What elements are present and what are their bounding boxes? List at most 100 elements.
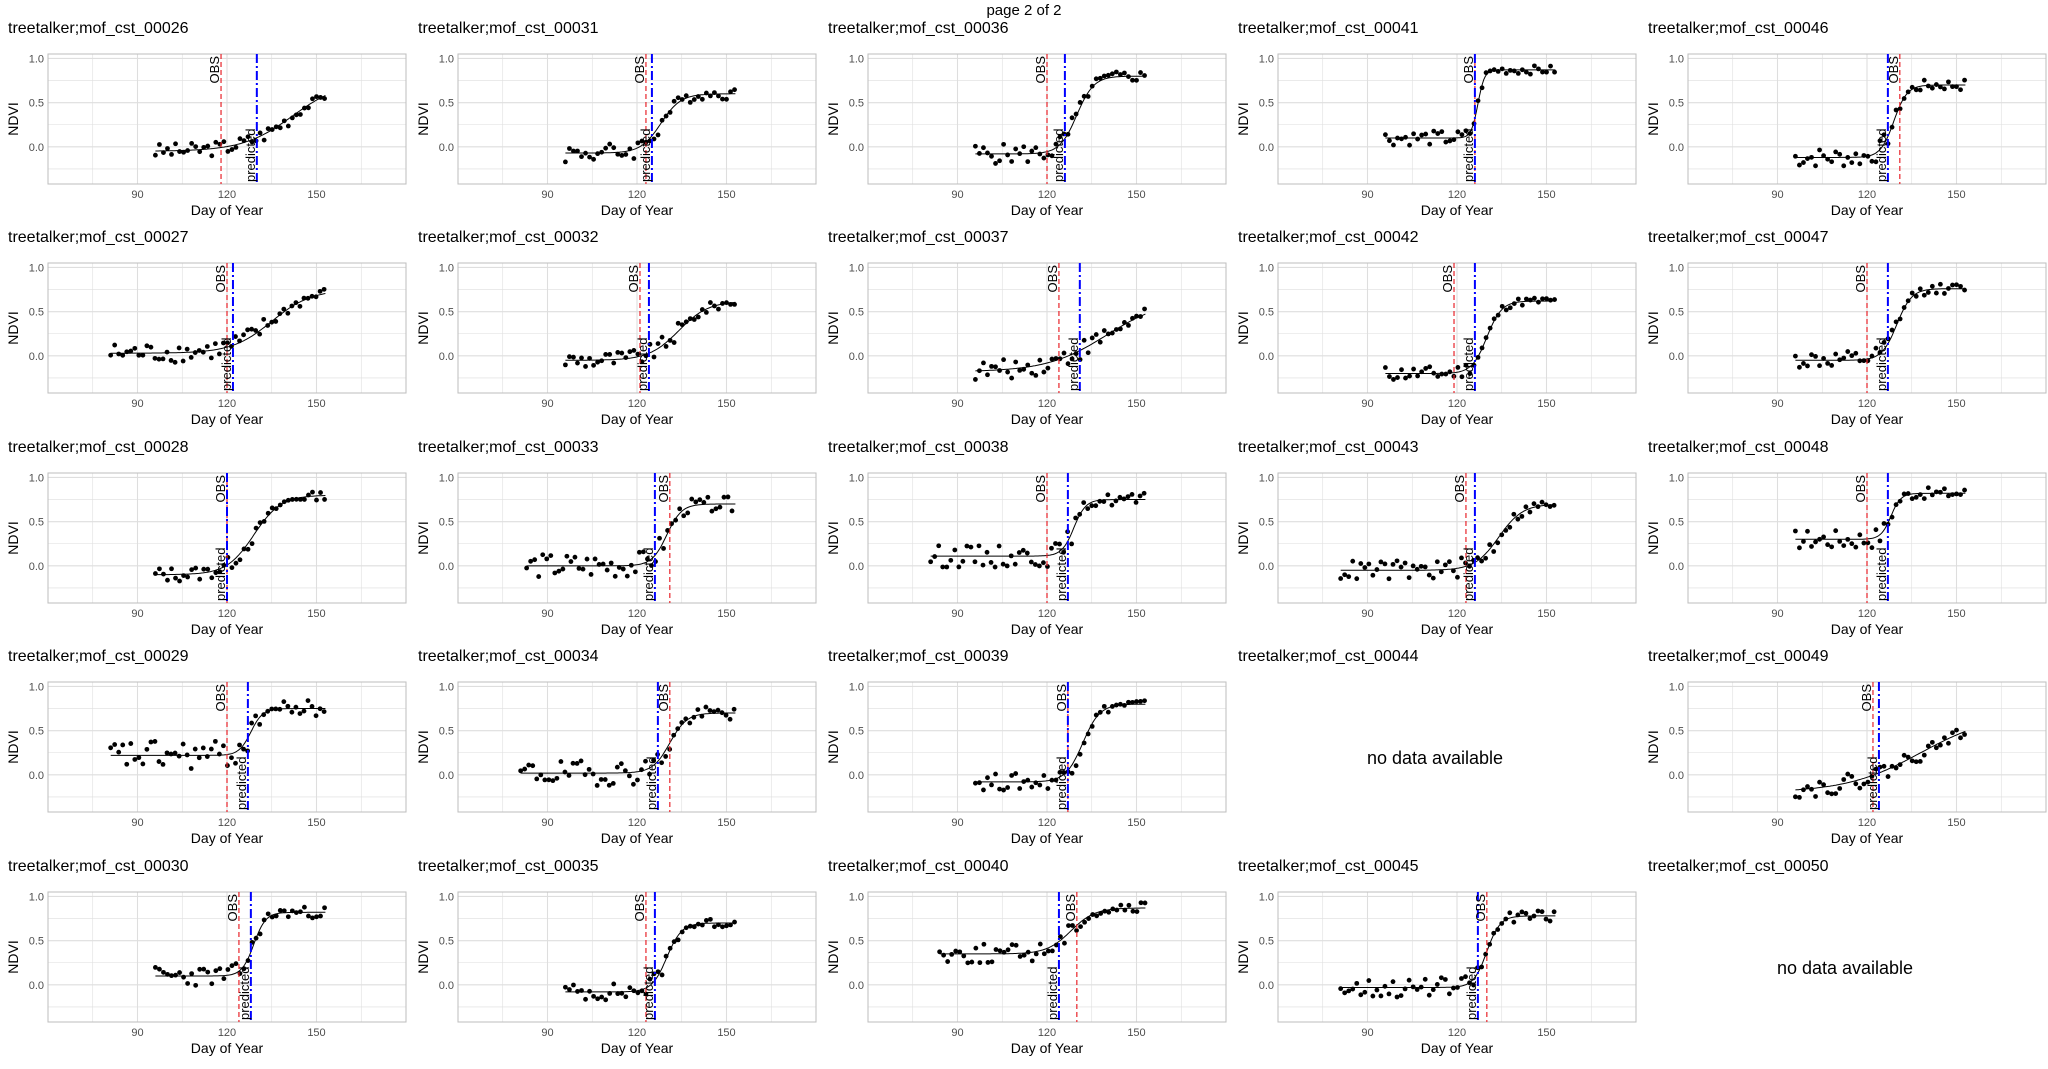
data-point: [297, 303, 303, 309]
chart-panel: treetalker;mof_cst_00028 90 120 150 0.0 0.5 1.…: [0, 439, 410, 649]
data-point: [1849, 774, 1855, 779]
data-point: [1446, 991, 1452, 997]
data-point: [1134, 909, 1140, 915]
y-tick-label: 0.5: [849, 98, 864, 110]
data-point: [1434, 559, 1440, 565]
data-point: [1861, 540, 1867, 546]
data-point: [635, 351, 641, 357]
y-tick-label: 0.5: [1669, 307, 1684, 319]
y-tick-label: 0.0: [1669, 142, 1684, 154]
y-tick-label: 0.5: [29, 98, 44, 110]
y-tick-label: 1.0: [1259, 53, 1274, 65]
data-point: [1342, 572, 1348, 578]
data-point: [1837, 786, 1843, 791]
data-point: [524, 565, 530, 571]
fit-curve: [975, 703, 1146, 783]
y-tick-label: 0.0: [439, 770, 454, 782]
data-point: [689, 496, 695, 502]
data-point: [1885, 774, 1891, 779]
y-tick-label: 1.0: [849, 681, 864, 693]
data-point: [575, 148, 580, 154]
data-point: [980, 562, 986, 568]
data-point: [526, 762, 532, 768]
data-point: [651, 757, 656, 763]
predicted-label: predicted: [243, 129, 258, 182]
data-point: [1853, 350, 1859, 356]
data-point: [1117, 72, 1123, 77]
data-point: [1942, 291, 1947, 296]
data-point: [1455, 129, 1461, 135]
data-point: [1387, 374, 1392, 379]
x-tick-label: 120: [1858, 608, 1876, 620]
data-point: [1093, 503, 1099, 509]
y-axis-label: NDVI: [1645, 102, 1661, 135]
data-point: [181, 149, 186, 155]
data-point: [161, 150, 166, 156]
x-axis-label: Day of Year: [1831, 202, 1904, 218]
data-point: [136, 352, 142, 358]
data-point: [566, 773, 572, 778]
y-tick-label: 0.5: [849, 936, 864, 948]
data-point: [1825, 542, 1831, 548]
data-point: [707, 916, 713, 922]
fit-curve: [520, 712, 736, 774]
data-point: [257, 931, 263, 937]
data-point: [1857, 161, 1863, 167]
data-point: [1338, 576, 1344, 581]
data-point: [322, 96, 327, 101]
predicted-label: predicted: [1051, 129, 1066, 182]
ndvi-plot: 90 120 150 0.0 0.5 1.0 Day of Year NDVI OBS predi…: [1645, 53, 2047, 218]
data-point: [626, 773, 632, 779]
data-point: [568, 559, 574, 564]
data-point: [1946, 79, 1951, 85]
chart-panel: treetalker;mof_cst_00050 no data availabl…: [1640, 858, 2048, 1068]
ndvi-plot: 90 120 150 0.0 0.5 1.0 Day of Year NDVI OBS predi…: [825, 262, 1227, 427]
data-point: [310, 96, 315, 102]
data-point: [1394, 558, 1400, 564]
plot-border: [1277, 472, 1637, 604]
data-point: [1005, 785, 1011, 790]
chart-title: treetalker;mof_cst_00044: [1238, 648, 1419, 665]
data-point: [140, 352, 146, 358]
data-point: [1857, 785, 1863, 791]
data-point: [985, 960, 991, 965]
data-point: [172, 750, 178, 756]
data-point: [1061, 549, 1066, 555]
data-point: [578, 758, 584, 764]
data-point: [180, 741, 186, 747]
chart-title: treetalker;mof_cst_00032: [418, 229, 599, 246]
data-point: [1101, 73, 1107, 79]
data-point: [1901, 752, 1907, 758]
x-tick-label: 120: [1038, 1027, 1056, 1039]
ndvi-plot: 90 120 150 0.0 0.5 1.0 Day of Year NDVI OBS predi…: [5, 53, 407, 218]
y-tick-label: 0.0: [1669, 770, 1684, 782]
data-point: [1443, 139, 1449, 145]
obs-label: OBS: [656, 475, 671, 503]
data-point: [184, 346, 190, 352]
data-point: [1917, 286, 1923, 292]
data-point: [185, 981, 191, 986]
chart-panel: treetalker;mof_cst_00040 90 120 150 0.0 0.5 1.…: [820, 858, 1230, 1068]
data-point: [1921, 496, 1927, 502]
y-axis-label: NDVI: [1645, 521, 1661, 554]
plot-border: [47, 53, 407, 185]
data-point: [1544, 296, 1549, 302]
data-point: [144, 746, 150, 752]
data-point: [1093, 76, 1099, 82]
chart-panel: treetalker;mof_cst_00034 90 120 150 0.0 0.5 1.…: [410, 648, 820, 858]
data-point: [1801, 361, 1806, 366]
data-point: [1933, 290, 1939, 296]
ndvi-plot: 90 120 150 0.0 0.5 1.0 Day of Year NDVI OBS predi…: [825, 891, 1227, 1056]
y-tick-label: 1.0: [1669, 262, 1684, 274]
data-point: [1017, 786, 1023, 791]
x-axis-label: Day of Year: [1421, 621, 1494, 637]
data-point: [972, 559, 978, 565]
data-point: [1037, 357, 1043, 363]
data-point: [727, 716, 733, 722]
data-point: [615, 151, 621, 157]
data-point: [1081, 337, 1087, 343]
data-point: [1346, 574, 1352, 580]
data-point: [731, 706, 737, 712]
x-axis-label: Day of Year: [1831, 621, 1904, 637]
data-point: [1366, 978, 1372, 983]
